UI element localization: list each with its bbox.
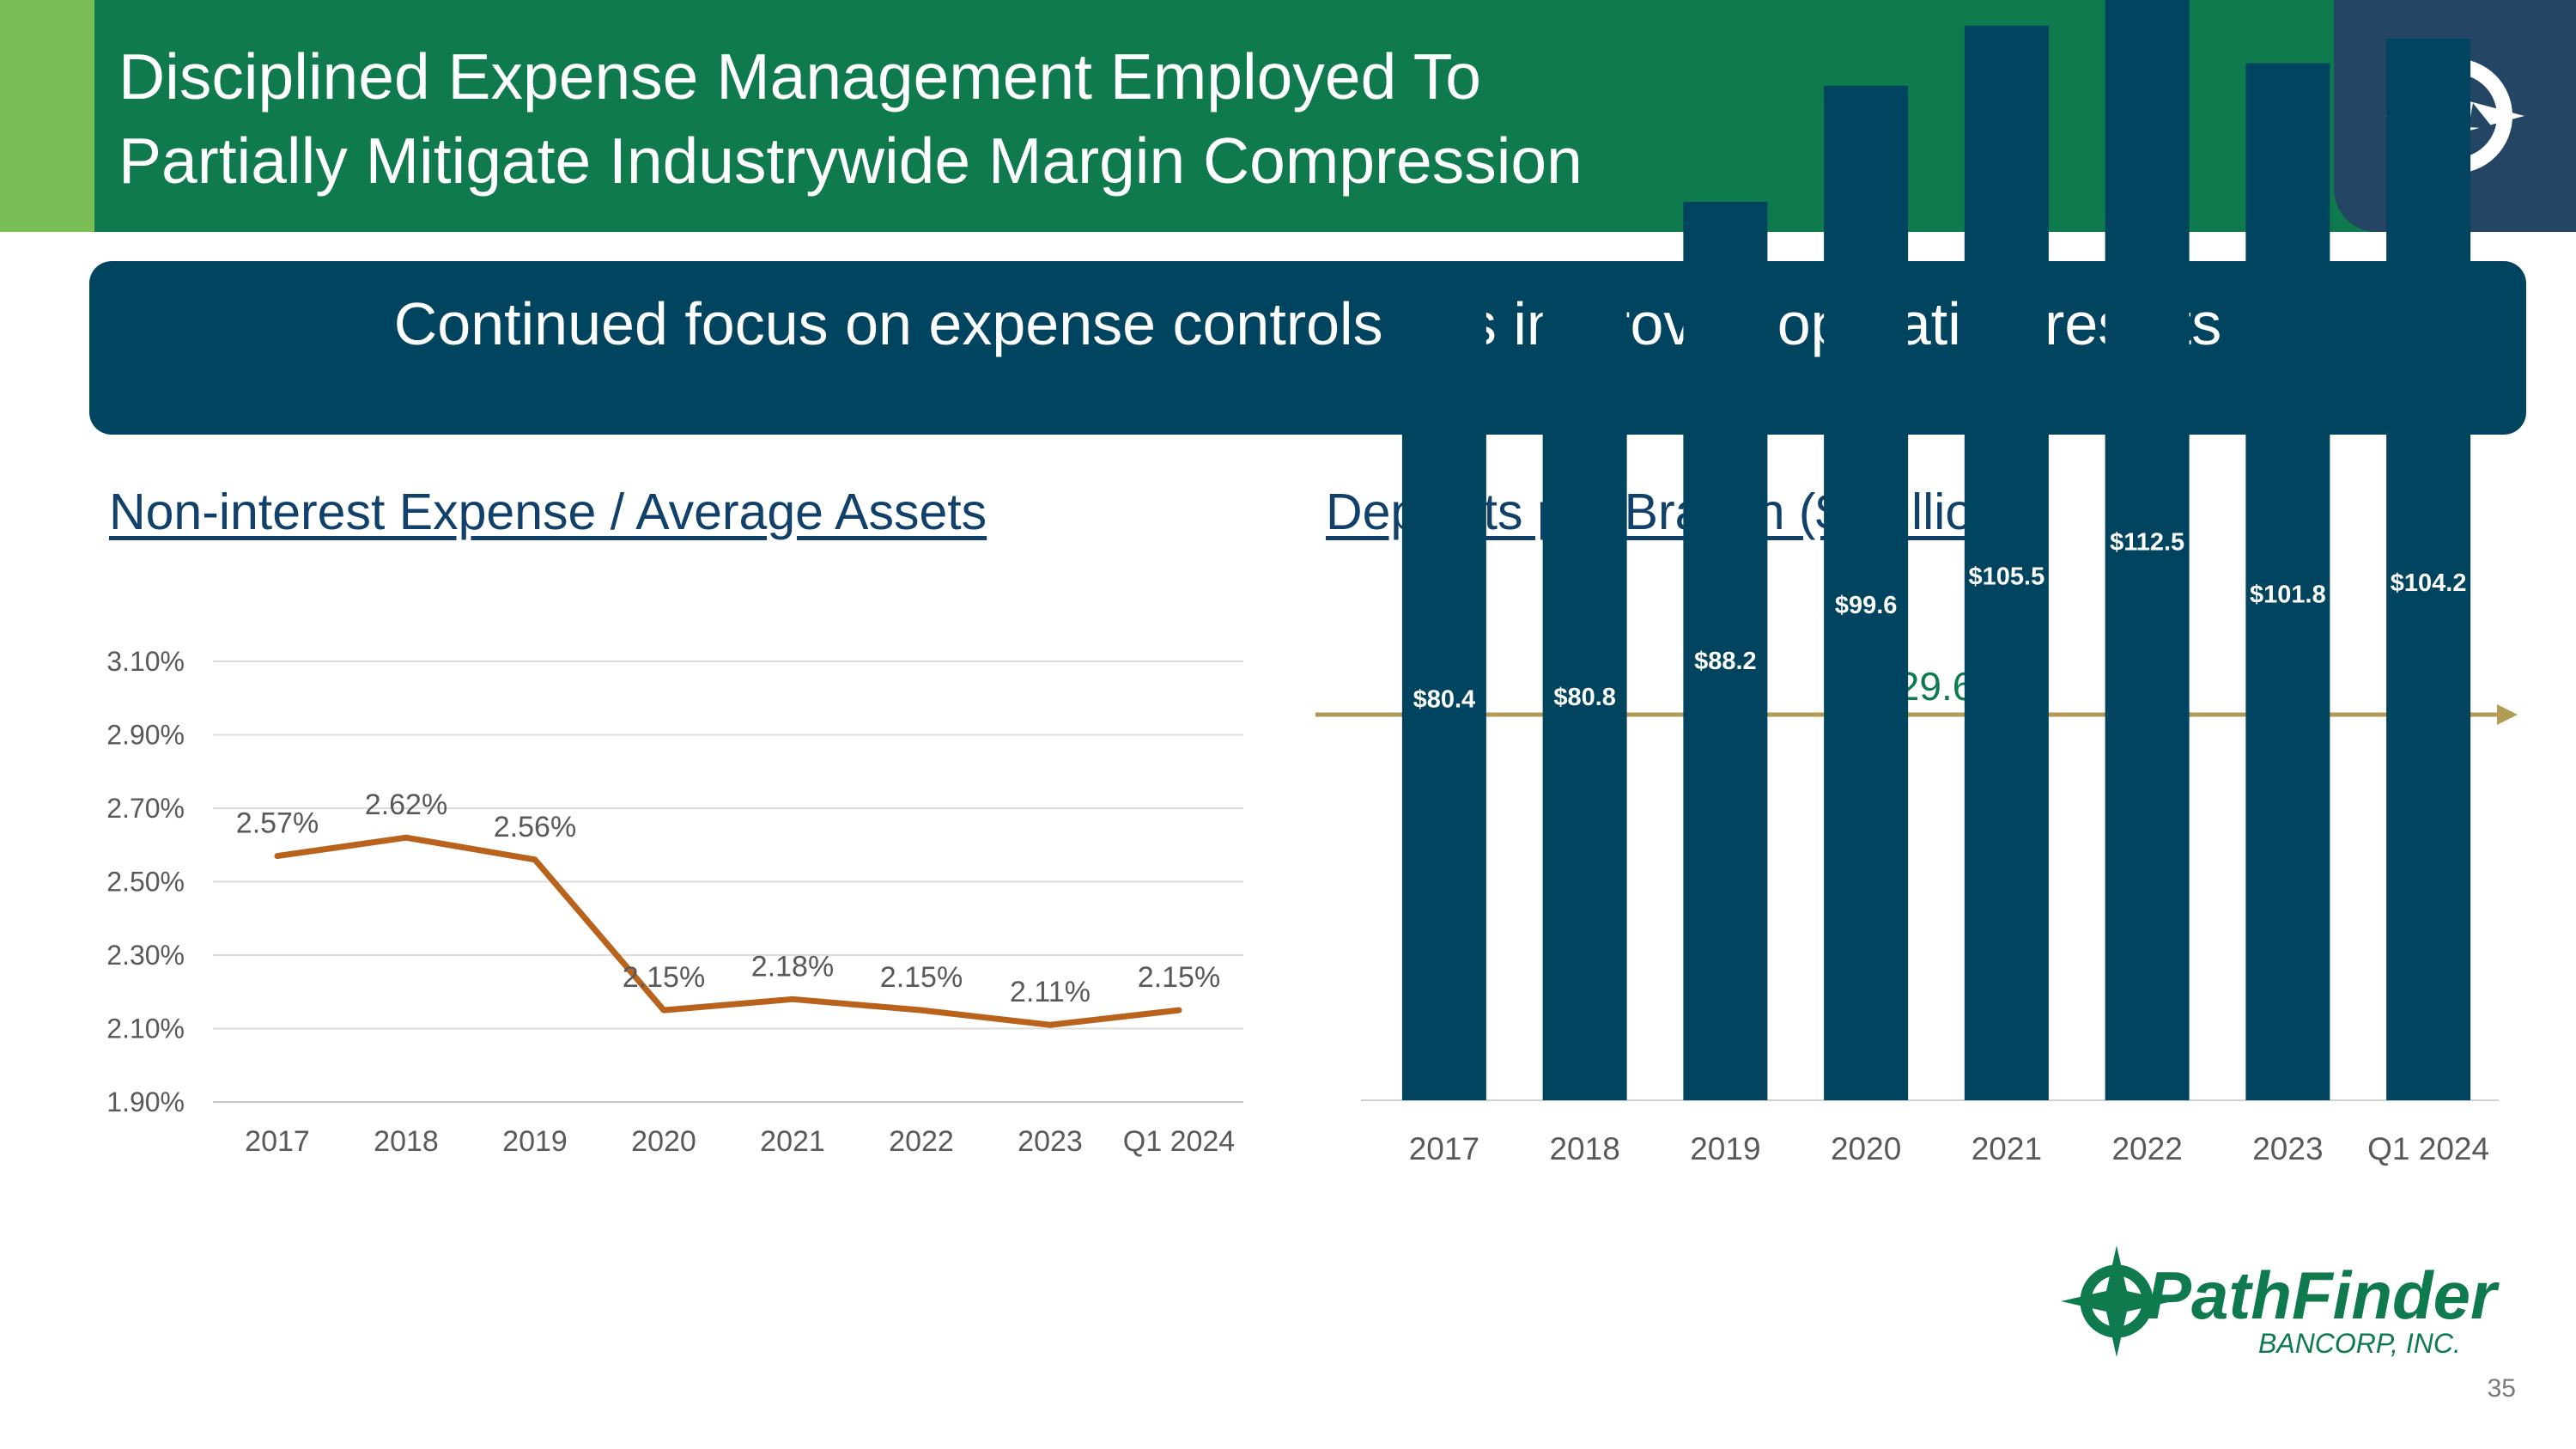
growth-arrow-head [2497,704,2518,725]
data-point [790,996,795,1002]
data-label: 2.15% [623,961,705,994]
data-point [404,835,409,841]
bar [2245,63,2330,1101]
data-label: 2.15% [1138,961,1220,994]
bar-value-label: $112.5 [2110,529,2184,557]
x-tick-label: 2018 [374,1125,439,1158]
data-point [275,853,280,859]
bar [1964,25,2049,1100]
data-point [1176,1008,1182,1014]
data-point [1048,1022,1053,1028]
key-message: Continued focus on expense controls has … [393,290,2222,357]
series-line [274,834,1182,1028]
data-label: 2.18% [751,950,834,983]
page-title: Disciplined Expense Management Employed … [118,40,1583,197]
expense-chart-title: Non-interest Expense / Average Assets [109,484,987,540]
bar [1542,277,1627,1100]
x-tick-label: 2023 [1018,1125,1083,1158]
x-tick-label: 2017 [1409,1131,1479,1166]
y-tick-label: 2.90% [106,720,185,751]
x-tick-label: 2022 [889,1125,954,1158]
bar [1683,201,1768,1100]
y-tick-label: 2.50% [106,867,185,898]
x-tick-label: 2019 [1690,1131,1760,1166]
bar-value-label: $105.5 [1969,563,2045,590]
data-label: 2.56% [494,811,576,843]
x-tick-label: 2017 [245,1125,310,1158]
x-tick-label: 2023 [2252,1131,2323,1166]
bar [2105,0,2190,1100]
x-tick-label: 2019 [502,1125,568,1158]
expense-ratio-line-chart: 1.90% 2.10% 2.30% 2.50% 2.70% 2.90% 3.10% 2017 2… [106,646,1243,1158]
bar-value-label: $101.8 [2250,581,2326,608]
data-label: 2.62% [365,788,447,821]
y-tick-label: 3.10% [106,646,185,677]
data-point [661,1008,666,1014]
bar [2386,39,2471,1101]
y-tick-label: 2.10% [106,1014,185,1044]
x-tick-label: 2022 [2111,1131,2182,1166]
header-accent [0,0,94,232]
pathfinder-compass-icon [2061,1245,2172,1357]
bar-value-label: $99.6 [1835,592,1898,619]
x-tick-label: Q1 2024 [1123,1125,1235,1158]
brand-name: PathFinder [2147,1257,2500,1333]
y-tick-label: 1.90% [106,1087,185,1117]
x-tick-label: 2021 [1971,1131,2042,1166]
page-number: 35 [2487,1374,2516,1403]
bar [1401,281,1486,1100]
brand-subtitle: BANCORP, INC. [2258,1328,2461,1359]
x-tick-label: 2018 [1549,1131,1619,1166]
data-point [919,1008,924,1014]
x-tick-label: Q1 2024 [2367,1131,2489,1166]
x-tick-label: 2021 [760,1125,825,1158]
bar-value-label: $104.2 [2391,569,2467,597]
bar-value-label: $80.8 [1553,684,1616,711]
data-label: 2.11% [1010,976,1091,1008]
deposits-per-branch-bar-chart: 29.6%$80.42017$80.82018$88.22019$99.6202… [1315,0,2518,1166]
y-tick-label: 2.30% [106,940,185,971]
y-tick-label: 2.70% [106,793,185,824]
bar-value-label: $80.4 [1413,685,1476,713]
data-point [532,856,538,862]
x-tick-label: 2020 [1831,1131,1901,1166]
bar [1824,85,1909,1100]
pathfinder-logo: PathFinder BANCORP, INC. [2061,1245,2500,1359]
x-tick-label: 2020 [631,1125,696,1158]
data-label: 2.15% [880,961,963,994]
bar-value-label: $88.2 [1694,648,1757,675]
data-label: 2.57% [236,807,319,840]
